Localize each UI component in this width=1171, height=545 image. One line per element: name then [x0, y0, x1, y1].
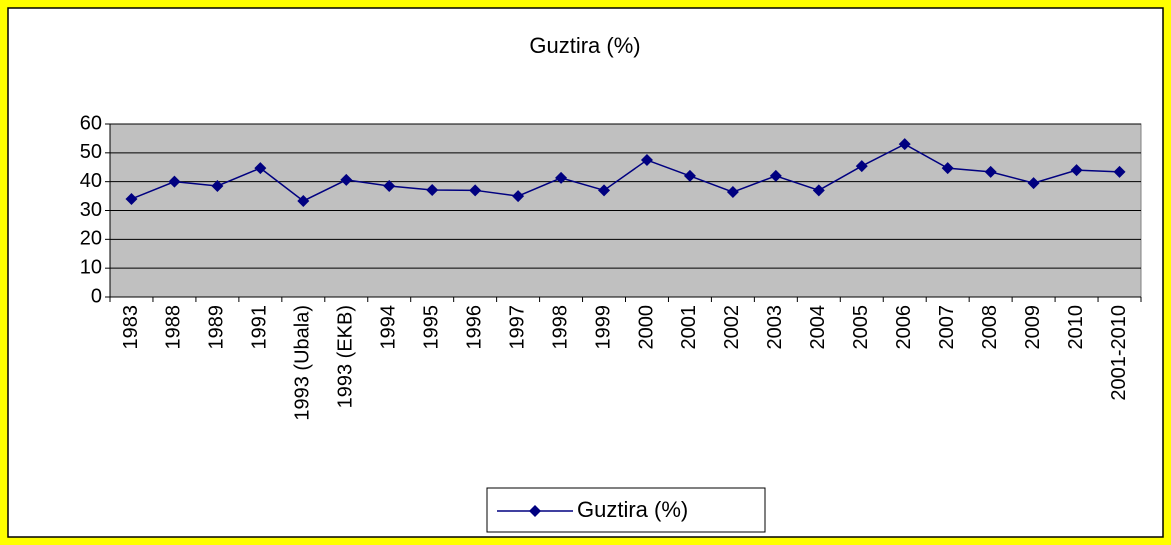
y-tick-label: 60	[80, 112, 102, 134]
x-tick-label: 1995	[420, 305, 442, 350]
marker	[340, 173, 353, 186]
marker	[640, 154, 653, 167]
y-tick-label: 0	[91, 285, 102, 307]
x-tick-label: 1999	[592, 305, 614, 350]
x-tick-label: 2002	[721, 305, 743, 350]
y-tick-label: 50	[80, 141, 102, 163]
marker	[426, 184, 439, 197]
marker	[1070, 164, 1083, 177]
x-tick-label: 1998	[549, 305, 571, 350]
x-tick-label: 2009	[1022, 305, 1044, 350]
marker	[168, 175, 181, 188]
x-tick-label: 2005	[850, 305, 872, 350]
y-tick-label: 40	[80, 170, 102, 192]
x-tick-label: 2008	[979, 305, 1001, 350]
marker	[683, 169, 696, 182]
marker	[941, 162, 954, 175]
chart-title: Guztira (%)	[529, 33, 640, 58]
y-tick-label: 20	[80, 228, 102, 250]
marker	[469, 184, 482, 197]
x-tick-label: 2006	[893, 305, 915, 350]
x-tick-label: 1989	[206, 305, 228, 350]
x-tick-label: 1996	[463, 305, 485, 350]
y-tick-label: 30	[80, 199, 102, 221]
marker	[855, 160, 868, 173]
x-tick-label: 2000	[635, 305, 657, 350]
x-tick-label: 1994	[378, 305, 400, 350]
marker	[383, 179, 396, 192]
marker	[812, 184, 825, 197]
y-tick-label: 10	[80, 256, 102, 278]
x-tick-label: 1997	[506, 305, 528, 350]
series-line	[131, 143, 1120, 202]
marker	[297, 194, 310, 207]
x-tick-label: 2007	[936, 305, 958, 350]
marker	[512, 190, 525, 203]
x-tick-label: 2003	[764, 305, 786, 350]
marker	[769, 169, 782, 182]
marker	[211, 179, 224, 192]
x-tick-label: 1991	[249, 305, 271, 350]
marker	[1027, 177, 1040, 190]
marker	[1113, 165, 1126, 178]
marker	[898, 138, 911, 151]
legend-label: Guztira (%)	[577, 497, 688, 522]
marker	[125, 192, 138, 205]
x-tick-label: 1983	[120, 305, 142, 350]
marker	[598, 184, 611, 197]
marker	[984, 165, 997, 178]
x-tick-label: 1993 (EKB)	[335, 305, 357, 408]
x-tick-label: 2001-2010	[1108, 305, 1130, 401]
marker	[726, 186, 739, 199]
x-tick-label: 1993 (Ubala)	[292, 305, 314, 421]
marker	[555, 171, 568, 184]
x-tick-label: 2001	[678, 305, 700, 350]
x-tick-label: 1988	[163, 305, 185, 350]
marker	[254, 162, 267, 175]
legend-marker	[529, 505, 541, 517]
x-tick-label: 2010	[1065, 305, 1087, 350]
x-tick-label: 2004	[807, 305, 829, 350]
